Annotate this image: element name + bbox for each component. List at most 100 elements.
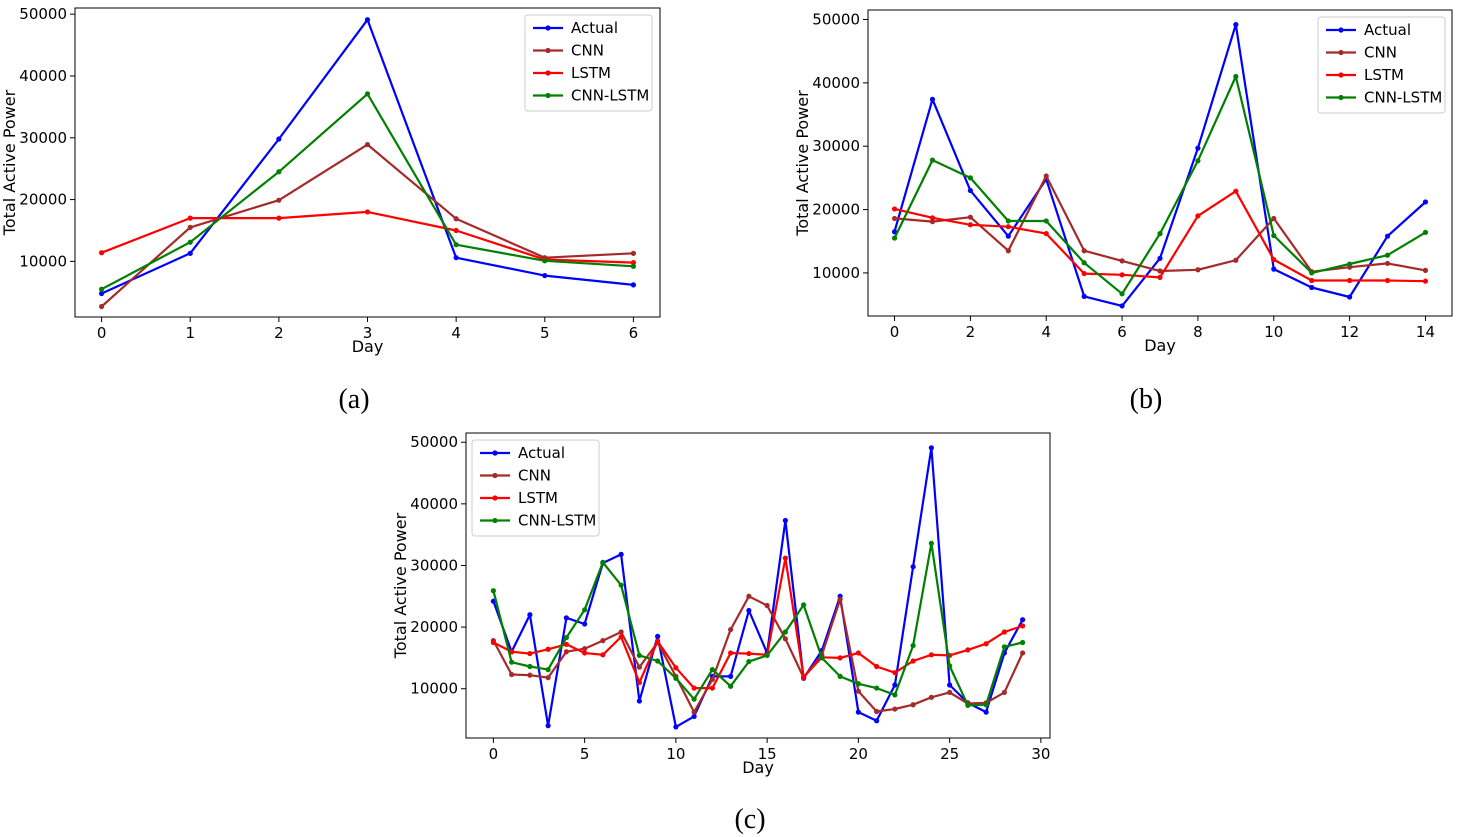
x-tick-label: 2 [274,324,284,342]
data-point-cnn [582,646,588,652]
caption-c: (c) [734,804,765,835]
data-point-cnn-lstm [1195,158,1201,164]
data-point-cnn-lstm [819,655,825,661]
data-point-cnn-lstm [1020,639,1026,646]
data-point-actual [673,724,679,730]
data-point-lstm [187,215,193,221]
y-tick-label: 20000 [812,201,860,219]
series-line-actual [492,446,1024,729]
data-point-lstm [636,679,642,686]
data-point-cnn-lstm [691,696,697,702]
x-tick-label: 10 [1264,323,1283,341]
data-point-actual [1233,21,1239,28]
series-line-cnn [492,595,1024,714]
data-point-cnn-lstm [855,681,861,687]
y-tick-label: 10000 [19,252,67,270]
data-point-lstm [563,641,569,647]
x-tick-label: 25 [940,745,959,763]
caption-a: (a) [338,384,369,415]
x-tick-label: 4 [451,324,461,342]
data-point-lstm [782,555,788,561]
legend-marker-cnn-lstm [1338,94,1344,101]
data-point-cnn-lstm [673,675,679,681]
data-point-cnn-lstm [582,607,588,613]
data-point-cnn [891,215,898,222]
data-point-actual [563,615,569,621]
data-point-lstm [364,209,371,215]
x-tick-label: 0 [890,323,900,341]
data-point-actual [728,673,734,679]
data-point-lstm [1347,277,1353,284]
legend-marker-cnn [545,47,551,54]
data-point-cnn-lstm [965,702,971,708]
data-point-cnn [910,702,916,708]
legend-marker-lstm [1338,72,1344,78]
data-point-lstm [618,634,624,640]
legend-marker-cnn-lstm [492,517,498,524]
data-point-lstm [1195,213,1201,219]
plot-frame-b [867,9,1453,317]
y-tick-label: 30000 [812,137,860,155]
series-line-lstm [101,210,634,264]
data-point-actual [542,272,548,279]
data-point-cnn-lstm [187,239,193,245]
x-tick-label: 14 [1416,323,1435,341]
data-point-cnn-lstm [453,242,459,248]
data-point-actual [1195,145,1201,151]
data-point-cnn-lstm [782,629,788,635]
data-point-lstm [1271,257,1277,263]
data-point-cnn-lstm [728,683,734,689]
data-point-cnn-lstm [929,157,936,163]
data-point-cnn-lstm [983,702,989,708]
data-point-cnn-lstm [928,540,934,546]
data-point-actual [967,187,973,194]
legend-label-actual: Actual [1364,21,1411,39]
legend-label-cnn: CNN [518,467,551,485]
data-point-cnn [98,303,105,310]
data-point-actual [983,709,989,715]
y-tick-label: 50000 [410,433,458,451]
data-point-lstm [746,650,752,657]
data-point-lstm [545,646,551,652]
x-tick-label: 2 [966,323,976,341]
legend-label-lstm: LSTM [518,489,558,507]
x-tick-label: 0 [97,324,107,342]
y-tick-label: 30000 [19,129,67,147]
data-point-lstm [673,665,679,671]
y-tick-label: 30000 [410,556,458,574]
data-point-cnn [892,706,898,712]
chart-a: 0 1 2 3 4 5 6 10000 20000 30000 40000 50000 Day Total… [0,5,661,356]
data-point-lstm [1233,188,1239,194]
data-point-lstm [1081,270,1087,277]
y-tick-label: 40000 [19,67,67,85]
legend-marker-cnn-lstm [545,92,551,99]
data-point-cnn [728,626,734,633]
y-tick-label: 10000 [410,680,458,698]
legend-label-cnn: CNN [1364,44,1397,62]
legend-label-actual: Actual [518,444,565,462]
data-point-lstm [967,222,973,228]
data-point-actual [98,290,105,297]
data-point-cnn [453,216,459,222]
y-tick-label: 10000 [812,264,860,282]
legend-label-cnn-lstm: CNN-LSTM [518,512,596,530]
data-point-lstm [929,215,936,221]
x-tick-label: 8 [1193,323,1203,341]
data-point-lstm [1157,274,1163,280]
legend-marker-lstm [545,70,551,76]
data-point-lstm [928,652,934,658]
data-point-cnn [1001,689,1007,696]
y-tick-label: 50000 [19,5,67,23]
y-axis-label: Total Active Power [0,89,19,236]
data-point-cnn [782,636,788,642]
data-point-lstm [874,663,880,670]
data-point-lstm [1384,277,1391,284]
data-point-cnn [746,593,752,599]
data-point-actual [618,551,624,557]
data-point-cnn-lstm [1001,644,1007,650]
data-point-actual [453,255,459,261]
data-point-actual [874,718,880,724]
x-tick-label: 1 [185,324,195,342]
data-point-lstm [1005,224,1011,230]
data-point-cnn [1005,248,1011,254]
